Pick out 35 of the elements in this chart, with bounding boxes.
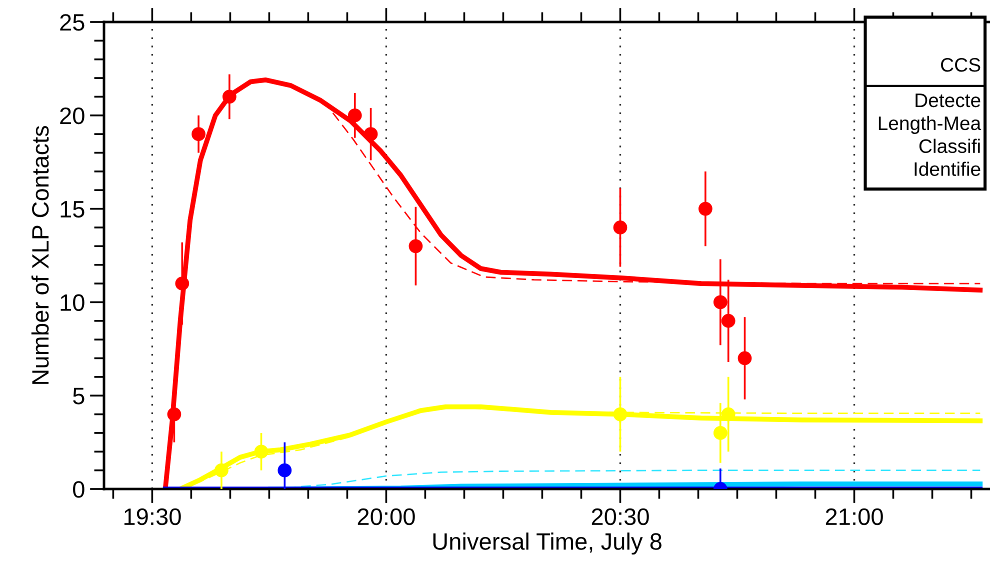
y-tick-label: 10 [60,294,84,311]
y-tick-label: 20 [60,107,84,124]
point [167,407,182,422]
point [613,220,628,234]
annotation: Length-Mea [878,116,982,134]
point [175,276,190,290]
point [192,127,206,142]
y-tick-label: 25 [60,14,84,31]
point [278,463,292,478]
point [713,426,728,440]
y-tick-label: 0 [73,481,84,498]
point [738,351,752,366]
point [254,444,268,459]
y-tick-label: 5 [73,388,84,404]
x-tick-label: 21:00 [826,508,883,526]
y-axis-title: Number of XLP Contacts [31,126,49,384]
point [222,90,236,104]
point [698,202,712,216]
x-axis-title: Universal Time, July 8 [433,532,662,555]
point [348,108,362,122]
point [721,314,736,328]
annotation: Classifi [919,138,980,154]
point [713,295,728,310]
y-tick-label: 15 [60,201,84,218]
point [613,407,628,422]
annotation: Detecte [916,94,980,108]
annotation: Identifie [914,162,980,176]
x-tick-label: 19:30 [124,508,181,526]
point [721,407,736,422]
point [364,127,378,142]
point [214,463,228,478]
point [408,239,423,254]
x-tick-label: 20:00 [358,508,415,526]
annotation: CCS [941,58,980,72]
x-tick-label: 20:30 [592,508,649,526]
